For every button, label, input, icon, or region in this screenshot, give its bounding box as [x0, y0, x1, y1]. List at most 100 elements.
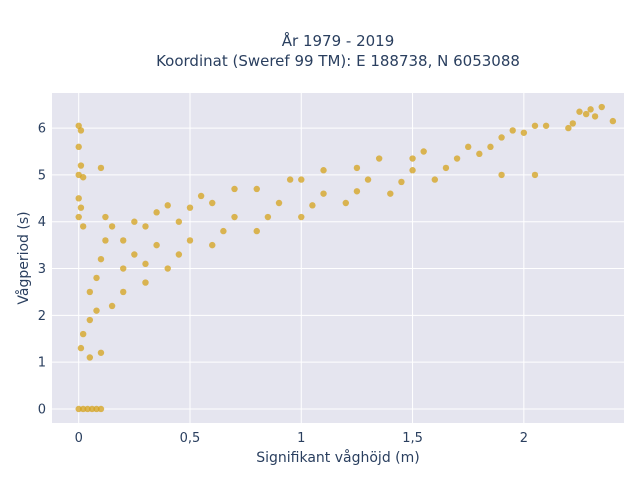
- data-point: [409, 155, 416, 162]
- data-point: [97, 349, 105, 356]
- data-point: [142, 223, 149, 230]
- data-point: [93, 274, 100, 282]
- data-point: [142, 260, 149, 268]
- x-tick-label: 1: [297, 431, 305, 446]
- data-point: [84, 405, 91, 413]
- data-point: [531, 171, 539, 179]
- data-point: [79, 330, 87, 338]
- data-point: [77, 344, 85, 352]
- plot-background: [52, 93, 624, 423]
- y-tick-label: 6: [38, 122, 46, 137]
- data-point: [420, 148, 427, 155]
- data-point: [509, 127, 516, 134]
- data-point: [131, 251, 138, 258]
- data-point: [298, 213, 305, 221]
- data-point: [186, 237, 194, 244]
- data-point: [375, 155, 383, 162]
- data-point: [231, 213, 238, 221]
- y-tick-label: 4: [38, 215, 46, 230]
- data-point: [453, 155, 461, 162]
- data-point: [153, 209, 160, 216]
- data-point: [209, 199, 216, 207]
- data-point: [102, 213, 109, 221]
- data-point: [569, 120, 577, 127]
- data-point: [97, 255, 105, 263]
- data-point: [108, 302, 116, 310]
- data-point: [75, 405, 82, 413]
- y-tick-label: 3: [38, 262, 46, 277]
- data-point: [93, 307, 100, 314]
- data-point: [131, 218, 138, 225]
- data-point: [591, 113, 599, 120]
- data-point: [582, 110, 590, 118]
- data-point: [79, 405, 87, 413]
- chart-title-line1: År 1979 - 2019: [282, 31, 395, 50]
- x-axis-label: Signifikant våghöjd (m): [256, 449, 419, 466]
- x-tick-label: 2: [520, 431, 528, 446]
- data-point: [498, 134, 505, 141]
- data-point: [77, 127, 85, 134]
- data-point: [598, 103, 605, 111]
- x-tick-label: 0,5: [180, 431, 201, 446]
- data-point: [209, 241, 216, 249]
- data-point: [97, 164, 105, 172]
- data-point: [286, 176, 294, 183]
- data-point: [587, 106, 594, 113]
- y-tick-labels: 0 1 2 3 4 5 6: [38, 122, 46, 418]
- data-point: [175, 251, 183, 258]
- data-point: [298, 176, 305, 183]
- data-point: [398, 178, 405, 186]
- data-point: [75, 143, 82, 151]
- data-point: [75, 213, 82, 221]
- data-point: [253, 185, 260, 193]
- y-tick-label: 0: [38, 402, 46, 417]
- data-point: [120, 288, 127, 296]
- data-point: [88, 405, 96, 413]
- y-tick-label: 2: [38, 309, 46, 324]
- x-tick-labels: 0 0,5 1 1,5 2: [75, 431, 528, 446]
- data-point: [93, 405, 100, 413]
- data-point: [79, 174, 87, 181]
- data-point: [409, 167, 416, 174]
- data-point: [142, 279, 149, 286]
- data-point: [175, 218, 183, 225]
- data-point: [108, 223, 116, 230]
- data-point: [353, 164, 361, 172]
- data-point: [576, 108, 583, 115]
- data-point: [520, 129, 528, 136]
- y-axis-label: Vågperiod (s): [15, 211, 32, 304]
- data-point: [186, 204, 194, 211]
- data-point: [364, 176, 372, 183]
- data-point: [542, 122, 550, 129]
- data-point: [264, 213, 272, 221]
- data-point: [231, 185, 238, 193]
- data-point: [342, 199, 349, 207]
- data-point: [77, 204, 85, 211]
- data-point: [609, 117, 617, 125]
- data-point: [320, 190, 327, 197]
- data-point: [320, 167, 327, 174]
- y-tick-label: 5: [38, 168, 46, 183]
- data-point: [253, 227, 260, 235]
- data-points: [75, 103, 617, 413]
- data-point: [86, 316, 94, 324]
- data-point: [487, 143, 494, 151]
- data-point: [275, 199, 283, 207]
- data-point: [387, 190, 394, 197]
- data-point: [120, 265, 127, 272]
- data-point: [75, 195, 82, 202]
- data-point: [442, 164, 450, 172]
- data-point: [102, 237, 109, 244]
- data-point: [164, 265, 171, 272]
- data-point: [86, 288, 94, 296]
- data-point: [476, 150, 483, 158]
- data-point: [153, 241, 160, 249]
- data-point: [353, 188, 361, 195]
- data-point: [220, 227, 227, 235]
- data-point: [86, 354, 94, 361]
- data-point: [431, 176, 439, 183]
- y-tick-label: 1: [38, 356, 46, 371]
- x-tick-label: 1,5: [402, 431, 423, 446]
- data-point: [164, 202, 171, 209]
